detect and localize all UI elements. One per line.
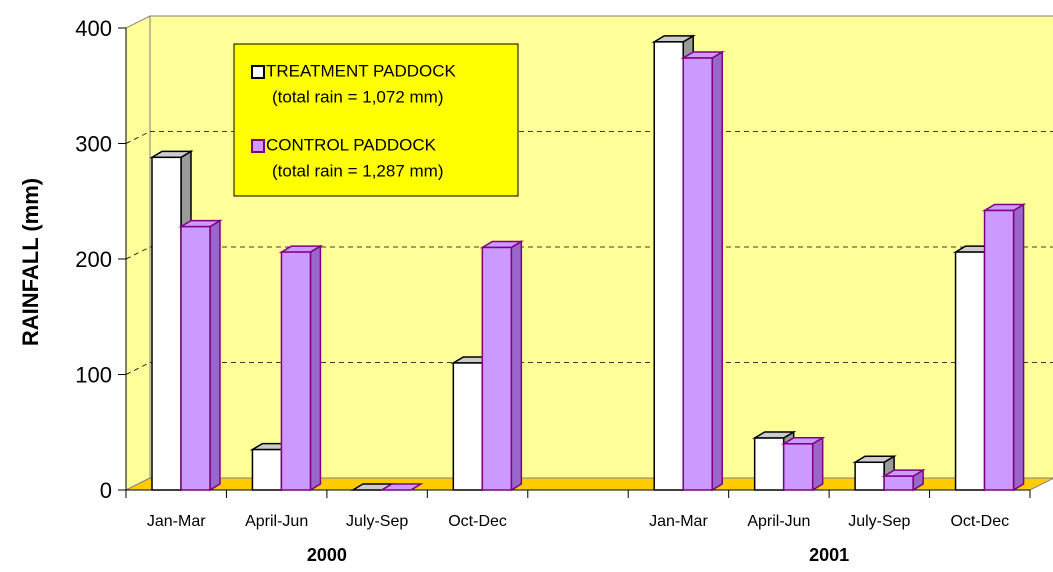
legend-note: (total rain = 1,287 mm) <box>272 161 444 180</box>
legend-label: TREATMENT PADDOCK <box>266 61 457 80</box>
bar-front <box>452 362 484 491</box>
bar-top <box>379 483 424 491</box>
grid-line <box>125 131 151 144</box>
y-tick-label: 200 <box>75 247 112 272</box>
bar-front <box>954 251 986 491</box>
group-label: 2001 <box>809 545 849 565</box>
y-tick-label: 300 <box>75 131 112 156</box>
x-tick-label: April-Jun <box>245 513 308 530</box>
legend-swatch <box>251 65 265 79</box>
y-tick-label: 0 <box>100 478 112 503</box>
bar-front <box>883 475 914 491</box>
bar-side <box>510 240 523 492</box>
bar-front <box>983 209 1015 491</box>
bar <box>479 240 525 492</box>
bar-side <box>309 244 322 492</box>
x-tick-label: Jan-Mar <box>147 513 206 530</box>
group-label: 2000 <box>307 545 347 565</box>
bar-front <box>653 41 684 491</box>
bar <box>981 203 1027 492</box>
grid-line <box>125 246 151 260</box>
bar-front <box>151 156 182 491</box>
bar-side <box>811 436 824 492</box>
bar <box>278 244 324 492</box>
bar-front <box>251 448 283 491</box>
grid-line <box>125 362 151 375</box>
bar-front <box>682 57 713 491</box>
bar <box>780 436 826 492</box>
x-tick-label: April-Jun <box>747 513 810 530</box>
bar <box>379 483 424 491</box>
x-tick-label: Oct-Dec <box>950 513 1009 530</box>
x-tick-label: Jan-Mar <box>649 513 708 530</box>
bar-front <box>854 461 885 491</box>
bar-side <box>209 219 221 492</box>
x-tick-label: Oct-Dec <box>448 513 507 530</box>
bar-front <box>280 251 312 491</box>
x-tick-label: July-Sep <box>346 513 408 530</box>
x-tick-label: July-Sep <box>848 513 910 530</box>
legend-box <box>233 43 519 197</box>
bar-front <box>481 246 513 491</box>
bar <box>178 219 223 492</box>
y-axis-label: RAINFALL (mm) <box>18 178 43 346</box>
bar-side <box>711 50 723 492</box>
bar-front <box>753 437 785 491</box>
bar <box>881 468 926 492</box>
y-tick-label: 400 <box>75 16 112 41</box>
bar-front <box>180 225 211 491</box>
y-tick-label: 100 <box>75 362 112 387</box>
bar-front <box>782 443 814 491</box>
bar-side <box>1012 203 1025 492</box>
bar <box>680 50 725 492</box>
legend-swatch <box>251 139 265 153</box>
legend-note: (total rain = 1,072 mm) <box>272 87 444 106</box>
legend-label: CONTROL PADDOCK <box>266 135 437 154</box>
